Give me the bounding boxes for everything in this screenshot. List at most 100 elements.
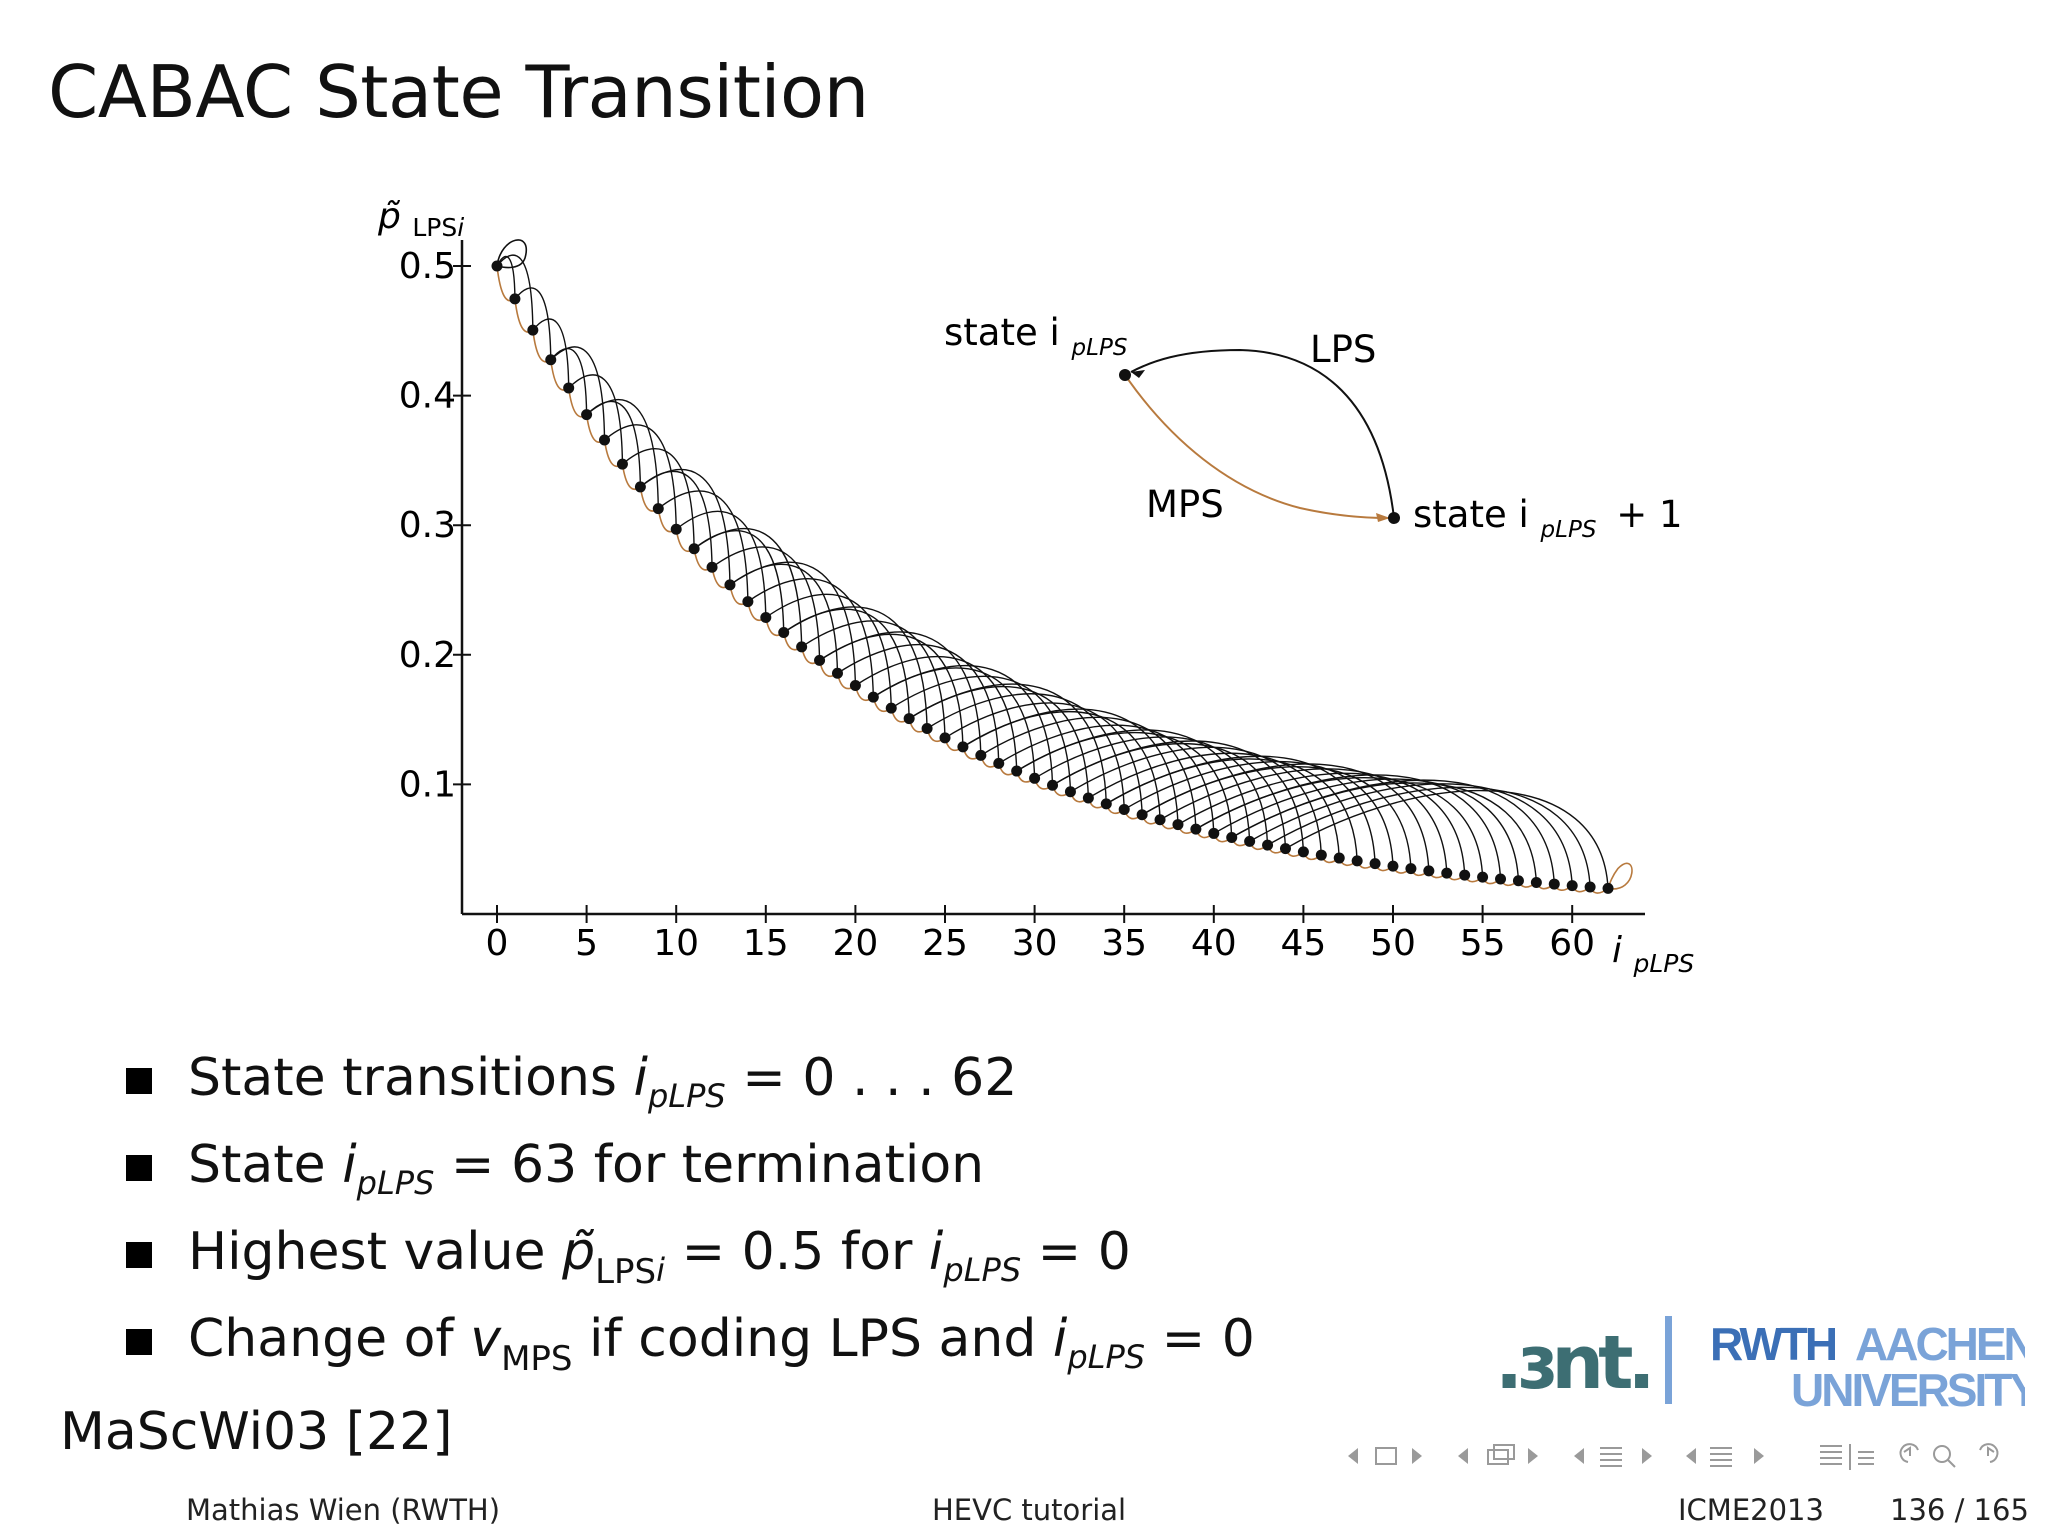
state-point xyxy=(688,543,700,555)
lps-arc xyxy=(1159,768,1448,874)
lps-arc xyxy=(496,254,534,331)
legend-state-sub: pLPS xyxy=(1071,335,1128,361)
lps-arc xyxy=(1231,779,1555,885)
nav-prev-subsection-icon[interactable] xyxy=(1458,1448,1468,1464)
nav-document-icon[interactable] xyxy=(1710,1447,1732,1467)
state-point xyxy=(1047,779,1059,791)
bullet-2-var: i xyxy=(342,1135,357,1195)
state-point xyxy=(849,680,861,692)
state-point xyxy=(1369,858,1381,870)
lps-arc xyxy=(1141,763,1430,871)
nav-next-subsection-icon[interactable] xyxy=(1528,1448,1538,1464)
state-point xyxy=(1495,873,1507,885)
legend-next-state-suffix: + 1 xyxy=(1616,493,1682,536)
state-point xyxy=(993,757,1005,769)
lps-arc xyxy=(998,724,1215,834)
state-point xyxy=(1172,819,1184,831)
nav-undo-icon[interactable] xyxy=(1899,1443,1919,1463)
bullet-square-icon xyxy=(126,1155,152,1181)
nav-next-frame-icon[interactable] xyxy=(1412,1448,1422,1464)
state-point xyxy=(1100,798,1112,810)
logo-divider xyxy=(1665,1316,1672,1404)
legend-mps-label: MPS xyxy=(1146,483,1224,526)
lps-arc xyxy=(1052,740,1305,852)
state-point xyxy=(903,713,915,725)
state-point xyxy=(1351,855,1363,867)
nav-subsection-icon-back xyxy=(1493,1444,1515,1460)
nav-section-icon[interactable] xyxy=(1600,1447,1622,1467)
state-point xyxy=(1548,878,1560,890)
nav-subsection-icon[interactable] xyxy=(1487,1449,1509,1465)
lps-arc xyxy=(675,510,767,618)
x-tick-label: 30 xyxy=(1012,923,1058,964)
nav-prev-section-icon[interactable] xyxy=(1574,1448,1584,1464)
state-point xyxy=(1530,876,1542,888)
lps-arc xyxy=(926,693,1125,810)
lps-arc xyxy=(532,318,570,388)
y-tick-label: 0.5 xyxy=(399,246,456,287)
state-point xyxy=(939,732,951,744)
bullet-square-icon xyxy=(126,1068,152,1094)
bullet-2-sub: pLPS xyxy=(356,1164,435,1202)
lps-arc xyxy=(1070,746,1323,856)
bullet-4-sub: pLPS xyxy=(1067,1338,1146,1376)
bullet-1-var: i xyxy=(633,1048,648,1108)
beamer-navigation-bar xyxy=(1348,1443,1999,1470)
legend-next-state-point xyxy=(1388,512,1400,524)
state-point xyxy=(1512,875,1524,887)
legend-lps-arc xyxy=(1130,348,1395,519)
nav-frame-icon[interactable] xyxy=(1375,1447,1397,1465)
bullet-3-psubit: i xyxy=(656,1251,666,1289)
lps-arc xyxy=(621,448,695,549)
nav-redo-icon[interactable] xyxy=(1979,1443,1999,1463)
state-point xyxy=(1459,869,1471,881)
bullet-1-text: State transitions xyxy=(188,1048,617,1108)
bullet-3-mid: = 0.5 for xyxy=(681,1222,913,1282)
state-point xyxy=(1064,786,1076,798)
state-point xyxy=(1405,863,1417,875)
aachen-logo-text: AACHEN xyxy=(1855,1318,2025,1370)
state-point xyxy=(831,667,843,679)
bullet-3-sub: pLPS xyxy=(943,1251,1022,1289)
state-point xyxy=(509,293,521,305)
state-point xyxy=(1423,865,1435,877)
bullet-4-vsub: MPS xyxy=(501,1339,573,1379)
x-axis-label-main: i xyxy=(1612,930,1622,971)
state-point xyxy=(1441,867,1453,879)
bullet-square-icon xyxy=(126,1329,152,1355)
legend-next-state-text: state i xyxy=(1413,493,1529,536)
state-point xyxy=(1154,814,1166,826)
nav-search-icon-handle xyxy=(1947,1459,1956,1468)
nav-prev-document-icon[interactable] xyxy=(1686,1448,1696,1464)
chart-axes xyxy=(460,240,1645,916)
lps-arc xyxy=(872,664,1054,786)
x-tick-label: 25 xyxy=(922,923,968,964)
nav-appendix-icon[interactable] xyxy=(1820,1444,1874,1470)
nav-prev-frame-icon[interactable] xyxy=(1348,1448,1358,1464)
bullet-item-1: State transitions ipLPS = 0 . . . 62 xyxy=(122,1035,1255,1122)
x-axis-label: i pLPS xyxy=(1612,930,1694,978)
bullet-4-vvar: v xyxy=(470,1309,502,1369)
lps-arc xyxy=(1249,783,1573,886)
state-point xyxy=(1208,827,1220,839)
legend-state-text: state i xyxy=(944,311,1060,354)
lps-arc xyxy=(783,606,928,729)
x-tick-label: 10 xyxy=(653,923,699,964)
lps-arc xyxy=(944,702,1143,815)
bullet-item-2: State ipLPS = 63 for termination xyxy=(122,1122,1255,1209)
x-tick-label: 35 xyxy=(1101,923,1147,964)
x-tick-label: 45 xyxy=(1280,923,1326,964)
state-point xyxy=(1262,839,1274,851)
nav-next-section-icon[interactable] xyxy=(1642,1448,1652,1464)
bullet-1-sub: pLPS xyxy=(647,1077,726,1115)
nav-search-icon[interactable] xyxy=(1933,1445,1951,1463)
state-point xyxy=(563,382,575,394)
state-point xyxy=(1029,772,1041,784)
nav-next-document-icon[interactable] xyxy=(1754,1448,1764,1464)
lps-self-loop xyxy=(496,239,528,269)
lps-arc xyxy=(819,633,964,747)
lps-arc xyxy=(1105,755,1376,864)
lps-arc xyxy=(1088,752,1340,859)
footer-author: Mathias Wien (RWTH) xyxy=(186,1493,501,1527)
lps-arc xyxy=(890,675,1072,792)
